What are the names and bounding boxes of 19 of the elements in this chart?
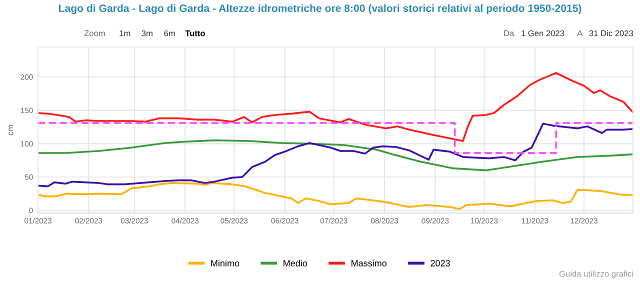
legend-label: Minimo [211, 260, 240, 266]
text: Guida utilizzo grafici [559, 270, 634, 278]
text: Zoom [84, 30, 105, 36]
y-axis-title: cm [8, 124, 14, 136]
text: 6m [164, 30, 175, 36]
text: 31 Dic 2023 [589, 30, 634, 36]
legend-label: Massimo [352, 260, 387, 266]
line-series [38, 139, 633, 172]
text: A [577, 30, 583, 36]
legend-label: Medio [284, 260, 308, 266]
text: Da [504, 30, 514, 36]
text: 1 Gen 2023 [522, 30, 564, 36]
text: Tutto [185, 30, 205, 36]
text: 1m [120, 30, 130, 36]
chart-title: Lago di Garda - Lago di Garda - Altezze idrometriche ore 8:00 (valori storici relativi al periodo 1950-2015) [59, 4, 582, 14]
line-series [38, 122, 633, 188]
legend-label: 2023 [430, 260, 450, 266]
line-series [38, 72, 633, 142]
text: 3m [142, 30, 152, 36]
